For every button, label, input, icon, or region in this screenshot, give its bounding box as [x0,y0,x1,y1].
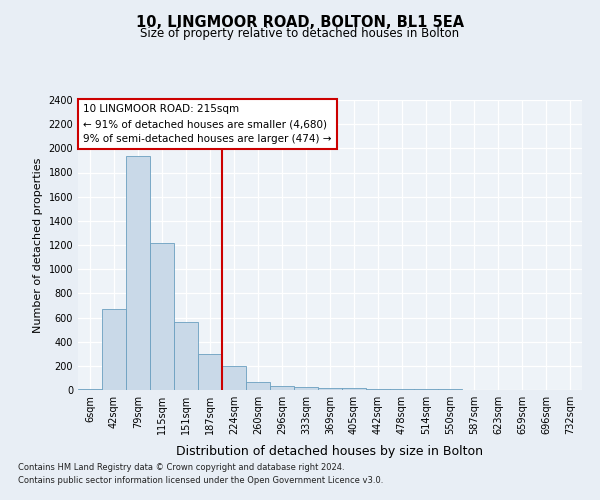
Bar [198,354,222,390]
Bar [126,156,150,390]
Bar [102,309,126,390]
Text: 10 LINGMOOR ROAD: 215sqm
← 91% of detached houses are smaller (4,680)
9% of semi: 10 LINGMOOR ROAD: 215sqm ← 91% of detach… [83,104,332,144]
Bar [318,388,342,390]
Text: 10, LINGMOOR ROAD, BOLTON, BL1 5EA: 10, LINGMOOR ROAD, BOLTON, BL1 5EA [136,15,464,30]
Text: Contains HM Land Registry data © Crown copyright and database right 2024.: Contains HM Land Registry data © Crown c… [18,462,344,471]
Bar [174,322,198,390]
Bar [294,387,318,390]
Bar [270,386,294,390]
Bar [246,382,270,390]
Bar [222,366,246,390]
Y-axis label: Number of detached properties: Number of detached properties [33,158,43,332]
Bar [390,389,414,390]
Text: Contains public sector information licensed under the Open Government Licence v3: Contains public sector information licen… [18,476,383,485]
X-axis label: Distribution of detached houses by size in Bolton: Distribution of detached houses by size … [176,446,484,458]
Bar [366,389,390,390]
Bar [150,243,174,390]
Bar [342,388,366,390]
Text: Size of property relative to detached houses in Bolton: Size of property relative to detached ho… [140,28,460,40]
